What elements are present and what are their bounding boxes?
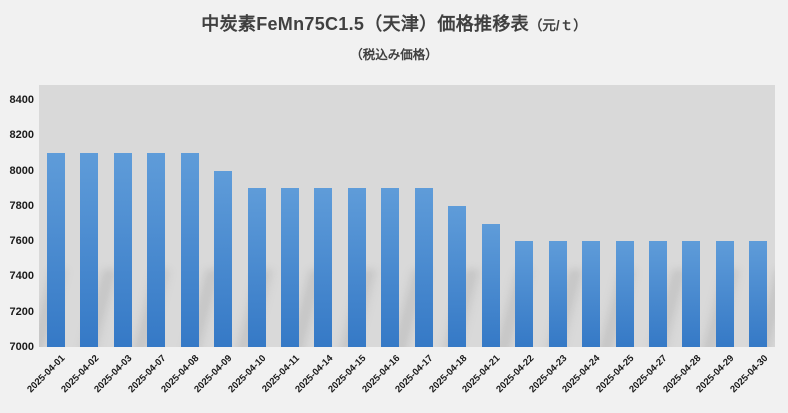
y-tick-label: 8200 — [9, 129, 34, 142]
bar — [347, 188, 366, 347]
bar — [113, 152, 132, 347]
y-tick-label: 7600 — [9, 235, 34, 248]
bar — [448, 205, 467, 347]
chart-title-unit: （元/ｔ） — [528, 18, 587, 33]
bar — [515, 241, 534, 347]
y-tick-label: 7800 — [9, 199, 34, 212]
bar — [280, 188, 299, 347]
y-tick-label: 7400 — [9, 270, 34, 283]
bar — [80, 152, 99, 347]
bar — [147, 152, 166, 347]
y-tick-label: 7000 — [9, 341, 34, 353]
bar — [314, 188, 333, 347]
bar — [548, 241, 567, 347]
chart-subtitle: （税込み価格） — [350, 48, 438, 62]
y-tick-label: 8000 — [9, 164, 34, 177]
bar — [682, 241, 701, 347]
bar — [46, 152, 65, 347]
bar — [648, 241, 667, 347]
bar — [749, 241, 768, 347]
bar — [715, 241, 734, 347]
y-tick-label: 8400 — [9, 94, 34, 106]
chart-title: 中炭素FeMn75C1.5（天津）価格推移表（元/ｔ） — [0, 10, 788, 36]
plot-area — [39, 85, 775, 347]
bar — [214, 170, 232, 347]
bar — [615, 241, 634, 347]
bar — [381, 188, 400, 347]
bar — [582, 241, 600, 347]
bar — [414, 188, 433, 347]
chart-title-text: 中炭素FeMn75C1.5（天津）価格推移表 — [201, 14, 529, 34]
y-tick-label: 7200 — [9, 305, 34, 318]
bar — [481, 223, 500, 347]
bar — [180, 152, 199, 347]
bar — [247, 188, 266, 347]
